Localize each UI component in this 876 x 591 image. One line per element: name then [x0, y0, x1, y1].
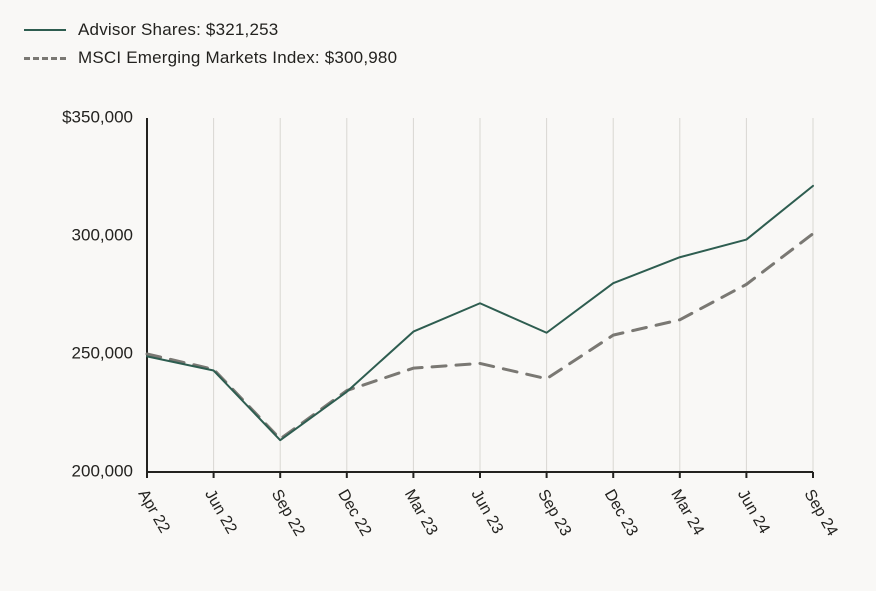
svg-text:$350,000: $350,000 — [62, 107, 133, 126]
svg-text:Sep 23: Sep 23 — [534, 487, 574, 540]
svg-text:Sep 24: Sep 24 — [801, 487, 841, 540]
svg-text:Jun 24: Jun 24 — [734, 487, 773, 537]
svg-text:200,000: 200,000 — [72, 461, 133, 480]
svg-text:Sep 22: Sep 22 — [268, 487, 308, 540]
svg-text:Jun 22: Jun 22 — [201, 487, 240, 537]
svg-text:Jun 23: Jun 23 — [468, 487, 507, 537]
legend-label-advisor: Advisor Shares: $321,253 — [78, 20, 278, 40]
svg-text:Mar 24: Mar 24 — [667, 487, 707, 539]
legend-swatch-msci — [24, 57, 66, 60]
legend-label-msci: MSCI Emerging Markets Index: $300,980 — [78, 48, 397, 68]
y-axis-labels: 200,000 250,000 300,000 $350,000 — [62, 107, 133, 480]
svg-text:Mar 23: Mar 23 — [401, 487, 441, 539]
svg-text:Dec 22: Dec 22 — [334, 487, 374, 539]
legend-item-msci: MSCI Emerging Markets Index: $300,980 — [24, 44, 397, 72]
chart-legend: Advisor Shares: $321,253 MSCI Emerging M… — [24, 16, 397, 72]
legend-item-advisor: Advisor Shares: $321,253 — [24, 16, 397, 44]
svg-text:Dec 23: Dec 23 — [601, 487, 641, 539]
x-axis-labels: Apr 22 Jun 22 Sep 22 Dec 22 Mar 23 Jun 23 Sep … — [135, 487, 841, 540]
svg-text:300,000: 300,000 — [72, 225, 133, 244]
svg-text:Apr 22: Apr 22 — [135, 487, 173, 536]
legend-swatch-advisor — [24, 29, 66, 31]
gridlines — [214, 118, 813, 472]
line-chart: Advisor Shares: $321,253 MSCI Emerging M… — [0, 0, 876, 591]
chart-svg: 200,000 250,000 300,000 $350,000 Apr 22 Jun … — [0, 0, 876, 591]
svg-text:250,000: 250,000 — [72, 343, 133, 362]
